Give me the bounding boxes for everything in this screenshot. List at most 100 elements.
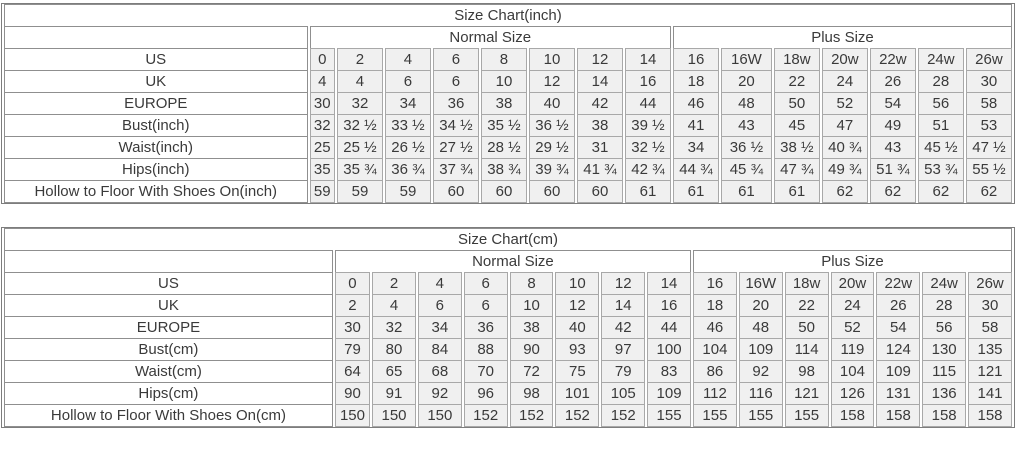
size-value-cell: 92 xyxy=(738,360,783,382)
size-value-cell: 150 xyxy=(417,404,462,427)
size-value-cell: 158 xyxy=(968,404,1012,427)
size-value-cell: 56 xyxy=(922,316,967,338)
row-label-uk: UK xyxy=(4,294,333,316)
row-label-uk: UK xyxy=(4,70,308,92)
row-label-bust-inch: Bust(inch) xyxy=(4,114,308,136)
chart-title-row: Size Chart(inch) xyxy=(4,4,1012,26)
size-value-cell: 65 xyxy=(372,360,416,382)
size-value-cell: 155 xyxy=(738,404,783,427)
size-value-cell: 0 xyxy=(334,272,371,294)
size-value-cell: 44 ¾ xyxy=(672,158,719,180)
chart-title-row: Size Chart(cm) xyxy=(4,228,1012,250)
size-value-cell: 10 xyxy=(528,48,575,70)
size-value-cell: 155 xyxy=(647,404,691,427)
size-value-cell: 20 xyxy=(738,294,783,316)
size-value-cell: 46 xyxy=(672,92,719,114)
size-value-cell: 2 xyxy=(336,48,383,70)
size-value-cell: 31 xyxy=(576,136,623,158)
size-value-cell: 104 xyxy=(692,338,737,360)
size-value-cell: 97 xyxy=(601,338,646,360)
size-value-cell: 49 xyxy=(869,114,916,136)
size-value-cell: 45 xyxy=(773,114,820,136)
size-value-cell: 105 xyxy=(601,382,646,404)
size-value-cell: 6 xyxy=(463,272,508,294)
size-value-cell: 39 ½ xyxy=(624,114,671,136)
size-value-cell: 44 xyxy=(624,92,671,114)
size-value-cell: 29 ½ xyxy=(528,136,575,158)
size-value-cell: 109 xyxy=(738,338,783,360)
size-value-cell: 26w xyxy=(968,272,1012,294)
size-value-cell: 53 xyxy=(965,114,1012,136)
size-value-cell: 39 ¾ xyxy=(528,158,575,180)
size-value-cell: 51 xyxy=(917,114,964,136)
size-value-cell: 14 xyxy=(647,272,691,294)
size-value-cell: 48 xyxy=(738,316,783,338)
size-value-cell: 6 xyxy=(463,294,508,316)
size-value-cell: 12 xyxy=(555,294,600,316)
size-value-cell: 8 xyxy=(509,272,554,294)
size-value-cell: 14 xyxy=(624,48,671,70)
size-value-cell: 25 ½ xyxy=(336,136,383,158)
size-value-cell: 6 xyxy=(432,70,479,92)
size-value-cell: 61 xyxy=(773,180,820,203)
size-value-cell: 42 xyxy=(601,316,646,338)
corner-cell xyxy=(4,250,333,272)
chart-title: Size Chart(inch) xyxy=(4,4,1012,26)
size-value-cell: 90 xyxy=(334,382,371,404)
size-value-cell: 88 xyxy=(463,338,508,360)
size-value-cell: 18 xyxy=(692,294,737,316)
table-row-bust-inch: Bust(inch) 32 32 ½ 33 ½ 34 ½ 35 ½ 36 ½ 38 39 ½ 41… xyxy=(4,114,1012,136)
size-value-cell: 22 xyxy=(773,70,820,92)
size-value-cell: 47 ¾ xyxy=(773,158,820,180)
size-value-cell: 26 xyxy=(869,70,916,92)
size-value-cell: 14 xyxy=(576,70,623,92)
size-value-cell: 124 xyxy=(876,338,921,360)
table-row-us: US 0 2 4 6 8 10 12 14 16 16W 18w 20w 22w 24w 26w xyxy=(4,272,1012,294)
size-value-cell: 60 xyxy=(480,180,527,203)
size-value-cell: 52 xyxy=(830,316,875,338)
size-value-cell: 16W xyxy=(738,272,783,294)
size-value-cell: 60 xyxy=(576,180,623,203)
table-row-us: US 0 2 4 6 8 10 12 14 16 16W 18w 20w 22w 24w 26w xyxy=(4,48,1012,70)
size-value-cell: 54 xyxy=(869,92,916,114)
size-value-cell: 24w xyxy=(917,48,964,70)
table-row-europe: EUROPE 30 32 34 36 38 40 42 44 46 48 50 52 54 56 58 xyxy=(4,92,1012,114)
size-value-cell: 38 ½ xyxy=(773,136,820,158)
size-value-cell: 16 xyxy=(624,70,671,92)
size-value-cell: 4 xyxy=(417,272,462,294)
size-value-cell: 126 xyxy=(830,382,875,404)
column-group-row: Normal Size Plus Size xyxy=(4,250,1012,272)
size-value-cell: 59 xyxy=(336,180,383,203)
size-value-cell: 46 xyxy=(692,316,737,338)
size-value-cell: 22w xyxy=(869,48,916,70)
size-value-cell: 68 xyxy=(417,360,462,382)
size-value-cell: 35 ½ xyxy=(480,114,527,136)
size-value-cell: 38 xyxy=(576,114,623,136)
size-value-cell: 104 xyxy=(830,360,875,382)
size-value-cell: 152 xyxy=(463,404,508,427)
table-row-hips-inch: Hips(inch) 35 35 ¾ 36 ¾ 37 ¾ 38 ¾ 39 ¾ 41 ¾ 42 ¾… xyxy=(4,158,1012,180)
size-charts-page: Size Chart(inch) Normal Size Plus Size US 0 2… xyxy=(1,3,1015,428)
size-value-cell: 38 ¾ xyxy=(480,158,527,180)
size-value-cell: 12 xyxy=(528,70,575,92)
size-value-cell: 16W xyxy=(720,48,772,70)
size-value-cell: 4 xyxy=(372,294,416,316)
size-value-cell: 109 xyxy=(876,360,921,382)
size-value-cell: 131 xyxy=(876,382,921,404)
size-value-cell: 38 xyxy=(509,316,554,338)
size-value-cell: 22w xyxy=(876,272,921,294)
column-group-normal-size: Normal Size xyxy=(334,250,691,272)
size-value-cell: 109 xyxy=(647,382,691,404)
size-value-cell: 62 xyxy=(965,180,1012,203)
size-value-cell: 60 xyxy=(432,180,479,203)
size-value-cell: 42 xyxy=(576,92,623,114)
row-label-hollow-to-floor-with-shoes-on-inch: Hollow to Floor With Shoes On(inch) xyxy=(4,180,308,203)
size-value-cell: 56 xyxy=(917,92,964,114)
size-value-cell: 52 xyxy=(821,92,868,114)
size-value-cell: 32 ½ xyxy=(336,114,383,136)
size-value-cell: 26w xyxy=(965,48,1012,70)
size-value-cell: 36 ½ xyxy=(528,114,575,136)
size-value-cell: 30 xyxy=(968,294,1012,316)
size-value-cell: 58 xyxy=(968,316,1012,338)
size-value-cell: 53 ¾ xyxy=(917,158,964,180)
